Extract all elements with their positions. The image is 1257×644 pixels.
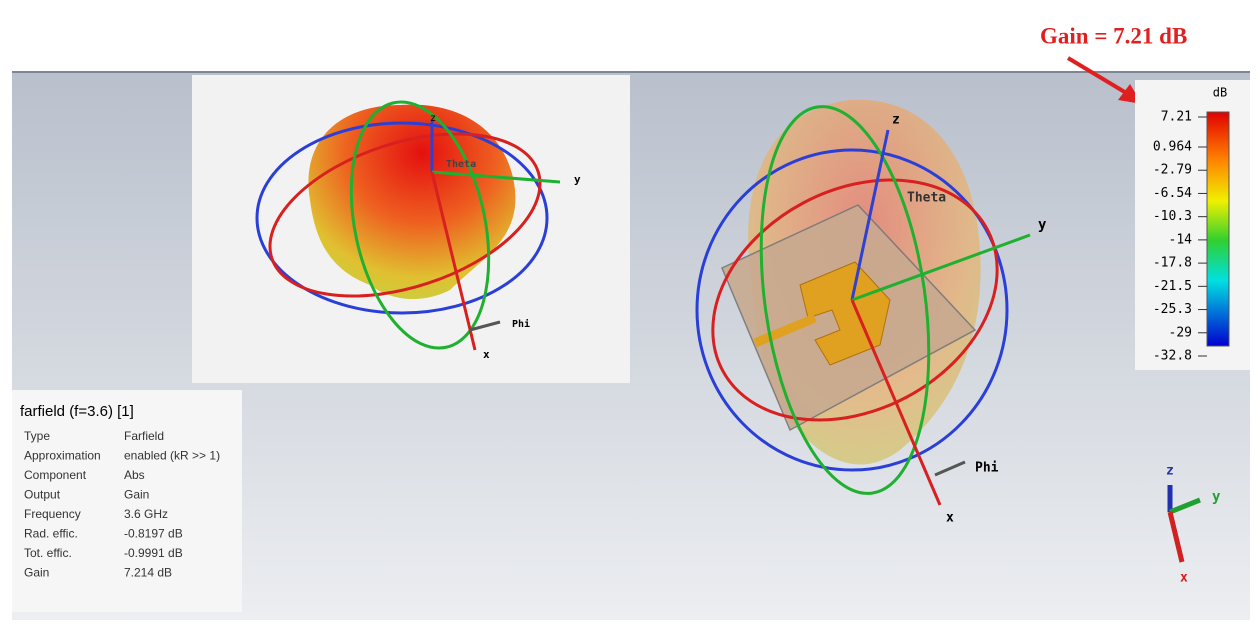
axis-label: x xyxy=(483,348,490,361)
colorbar-unit: dB xyxy=(1213,86,1227,100)
colorbar-label: 7.21 xyxy=(1161,110,1192,125)
colorbar-label: -14 xyxy=(1169,232,1193,247)
colorbar-label: -10.3 xyxy=(1153,209,1192,224)
info-key: Frequency xyxy=(24,507,81,521)
info-key: Component xyxy=(24,468,87,482)
info-key: Tot. effic. xyxy=(24,546,72,560)
left-farfield xyxy=(255,100,561,351)
axis-label: z xyxy=(892,113,900,128)
right-farfield xyxy=(695,99,1031,506)
info-key: Rad. effic. xyxy=(24,527,78,541)
axis-triad xyxy=(1167,485,1201,563)
triad-label: z xyxy=(1166,464,1174,479)
axis-label: Theta xyxy=(446,159,476,170)
triad-label: y xyxy=(1212,489,1221,505)
colorbar-label: -17.8 xyxy=(1153,256,1192,271)
colorbar-label: -32.8 xyxy=(1153,349,1192,364)
axis-label: y xyxy=(1038,217,1047,233)
colorbar-label: 0.964 xyxy=(1153,140,1192,155)
axis-label: y xyxy=(574,173,581,186)
info-key: Approximation xyxy=(24,449,101,463)
colorbar xyxy=(1206,111,1230,347)
axis-label: Phi xyxy=(975,461,999,476)
info-value: Farfield xyxy=(124,429,164,443)
info-value: 3.6 GHz xyxy=(124,507,168,521)
colorbar-label: -25.3 xyxy=(1153,302,1192,317)
annotation-arrow xyxy=(1066,56,1130,96)
info-key: Gain xyxy=(24,566,49,580)
axis-label: z xyxy=(430,113,436,124)
colorbar-label: -6.54 xyxy=(1153,186,1192,201)
colorbar-panel xyxy=(1135,80,1250,370)
info-panel xyxy=(12,390,242,612)
axis-label: Theta xyxy=(907,191,946,206)
info-key: Type xyxy=(24,429,50,443)
axis-label: x xyxy=(946,511,954,526)
colorbar-label: -21.5 xyxy=(1153,279,1192,294)
info-key: Output xyxy=(24,488,61,502)
info-title: farfield (f=3.6) [1] xyxy=(20,403,134,420)
colorbar-label: -2.79 xyxy=(1153,163,1192,178)
info-value: enabled (kR >> 1) xyxy=(124,449,220,463)
info-value: -0.9991 dB xyxy=(124,546,183,560)
colorbar-label: -29 xyxy=(1169,325,1192,340)
info-value: Abs xyxy=(124,468,145,482)
axis-label: Phi xyxy=(512,318,530,330)
info-value: 7.214 dB xyxy=(124,566,172,580)
info-value: -0.8197 dB xyxy=(124,527,183,541)
info-value: Gain xyxy=(124,488,149,502)
annotation: Gain = 7.21 dB xyxy=(1040,23,1187,48)
triad-label: x xyxy=(1180,571,1188,586)
